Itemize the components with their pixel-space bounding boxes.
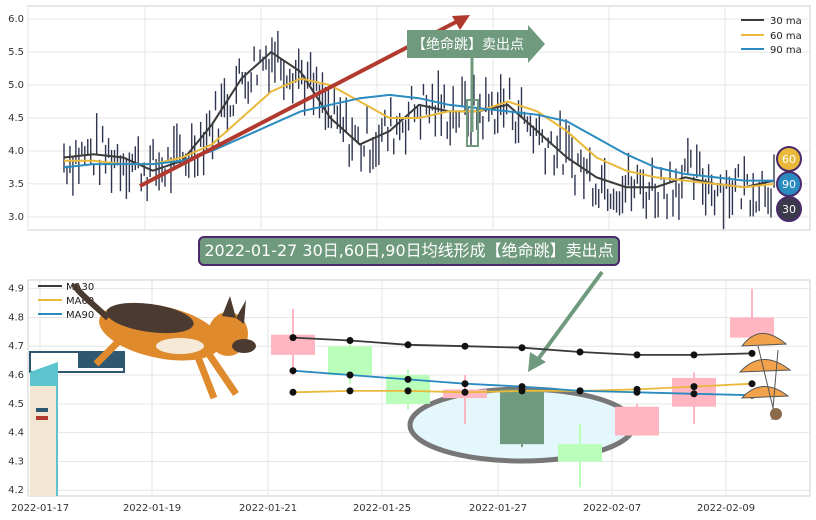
uptrend-arrow bbox=[139, 15, 470, 188]
bottom-point-MA30 bbox=[461, 342, 469, 350]
bottom-x-tick-label: 2022-01-17 bbox=[11, 503, 69, 514]
top-y-tick-label: 5.5 bbox=[8, 47, 24, 58]
bottom-point-MA90 bbox=[576, 387, 584, 395]
bottom-y-tick-label: 4.8 bbox=[8, 312, 24, 323]
signal-banner-text: 2022-01-27 30日,60日,90日均线形成【绝命跳】卖出点 bbox=[198, 236, 620, 266]
bottom-x-tick-label: 2022-02-09 bbox=[697, 503, 755, 514]
bottom-legend: MA30 MA60 MA90 bbox=[38, 282, 94, 321]
candle-body bbox=[730, 317, 774, 338]
bottom-y-tick-label: 4.3 bbox=[8, 456, 24, 467]
bottom-point-MA30 bbox=[690, 351, 698, 359]
bottom-point-MA60 bbox=[748, 380, 756, 388]
top-line-90-ma bbox=[63, 93, 774, 182]
top-y-tick-label: 3.5 bbox=[8, 179, 24, 190]
candle-body bbox=[558, 444, 602, 462]
bottom-y-tick-label: 4.7 bbox=[8, 341, 24, 352]
top-line-60-ma bbox=[64, 77, 775, 189]
bottom-point-MA90 bbox=[690, 390, 698, 398]
bottom-y-tick-label: 4.2 bbox=[8, 485, 24, 496]
sell-signal-marker: 【绝命跳】卖出点 bbox=[407, 25, 545, 147]
bottom-point-MA90 bbox=[461, 380, 469, 388]
ma-badges: 60 90 30 bbox=[776, 146, 802, 222]
top-y-tick-label: 3.0 bbox=[8, 212, 24, 223]
bottom-point-MA60 bbox=[289, 388, 297, 396]
candle-body bbox=[271, 334, 315, 355]
bottom-y-tick-label: 4.9 bbox=[8, 284, 24, 295]
bottom-point-MA60 bbox=[404, 387, 412, 395]
bottom-point-MA90 bbox=[404, 375, 412, 383]
bottom-x-axis: 2022-01-17 2022-01-19 2022-01-21 2022-01-25… bbox=[11, 503, 755, 514]
bottom-point-MA30 bbox=[633, 351, 641, 359]
bottom-point-MA90 bbox=[346, 371, 354, 379]
sell-arrow-label: 【绝命跳】卖出点 bbox=[412, 36, 524, 53]
bottom-point-MA60 bbox=[690, 383, 698, 391]
badge-90: 90 bbox=[782, 178, 796, 191]
top-chart-grid bbox=[27, 6, 810, 230]
bottom-point-MA90 bbox=[633, 388, 641, 396]
candle-body bbox=[615, 406, 659, 436]
top-y-tick-label: 5.0 bbox=[8, 80, 24, 91]
top-y-tick-label: 4.0 bbox=[8, 146, 24, 157]
signal-banner: 2022-01-27 30日,60日,90日均线形成【绝命跳】卖出点 bbox=[198, 236, 620, 266]
bottom-point-MA30 bbox=[404, 341, 412, 349]
bottom-point-MA30 bbox=[346, 337, 354, 344]
bottom-legend-ma30: MA30 bbox=[66, 282, 94, 293]
bottom-point-MA90 bbox=[289, 367, 297, 375]
bottom-y-axis: 4.2 4.3 4.4 4.5 4.6 4.7 4.8 4.9 bbox=[8, 284, 24, 497]
badge-60: 60 bbox=[782, 153, 796, 166]
bottom-point-MA60 bbox=[461, 388, 469, 396]
top-y-axis: 3.0 3.5 4.0 4.5 5.0 5.5 6.0 bbox=[8, 14, 24, 223]
top-legend-90: 90 ma bbox=[770, 45, 802, 56]
bottom-y-tick-label: 4.4 bbox=[8, 428, 24, 439]
bottom-legend-ma90: MA90 bbox=[66, 310, 94, 321]
top-legend-60: 60 ma bbox=[770, 31, 802, 42]
bottom-y-tick-label: 4.5 bbox=[8, 399, 24, 410]
bottom-x-tick-label: 2022-01-25 bbox=[353, 503, 411, 514]
bottom-x-tick-label: 2022-02-07 bbox=[583, 503, 641, 514]
diving-board-illustration bbox=[29, 351, 125, 496]
bottom-y-tick-label: 4.6 bbox=[8, 370, 24, 381]
top-ma-lines bbox=[63, 50, 775, 189]
bottom-point-MA90 bbox=[518, 383, 526, 391]
bottom-legend-ma60: MA60 bbox=[66, 296, 94, 307]
parachute-illustration bbox=[738, 333, 792, 421]
bottom-point-MA30 bbox=[576, 348, 584, 356]
bottom-x-tick-label: 2022-01-21 bbox=[239, 503, 297, 514]
bottom-point-MA30 bbox=[518, 344, 526, 352]
banner-pointer-arrow bbox=[528, 270, 604, 372]
bottom-x-tick-label: 2022-01-27 bbox=[469, 503, 527, 514]
candle-body bbox=[500, 389, 544, 445]
top-legend: 30 ma 60 ma 90 ma bbox=[741, 16, 802, 56]
bottom-x-tick-label: 2022-01-19 bbox=[123, 503, 181, 514]
top-legend-30: 30 ma bbox=[770, 16, 802, 27]
bottom-point-MA30 bbox=[748, 349, 756, 357]
bottom-point-MA60 bbox=[346, 387, 354, 395]
top-y-tick-label: 6.0 bbox=[8, 14, 24, 25]
candle-body bbox=[328, 346, 372, 376]
badge-30: 30 bbox=[782, 203, 796, 216]
jumping-dog-illustration bbox=[71, 282, 256, 400]
top-y-tick-label: 4.5 bbox=[8, 113, 24, 124]
bottom-point-MA30 bbox=[289, 334, 297, 342]
